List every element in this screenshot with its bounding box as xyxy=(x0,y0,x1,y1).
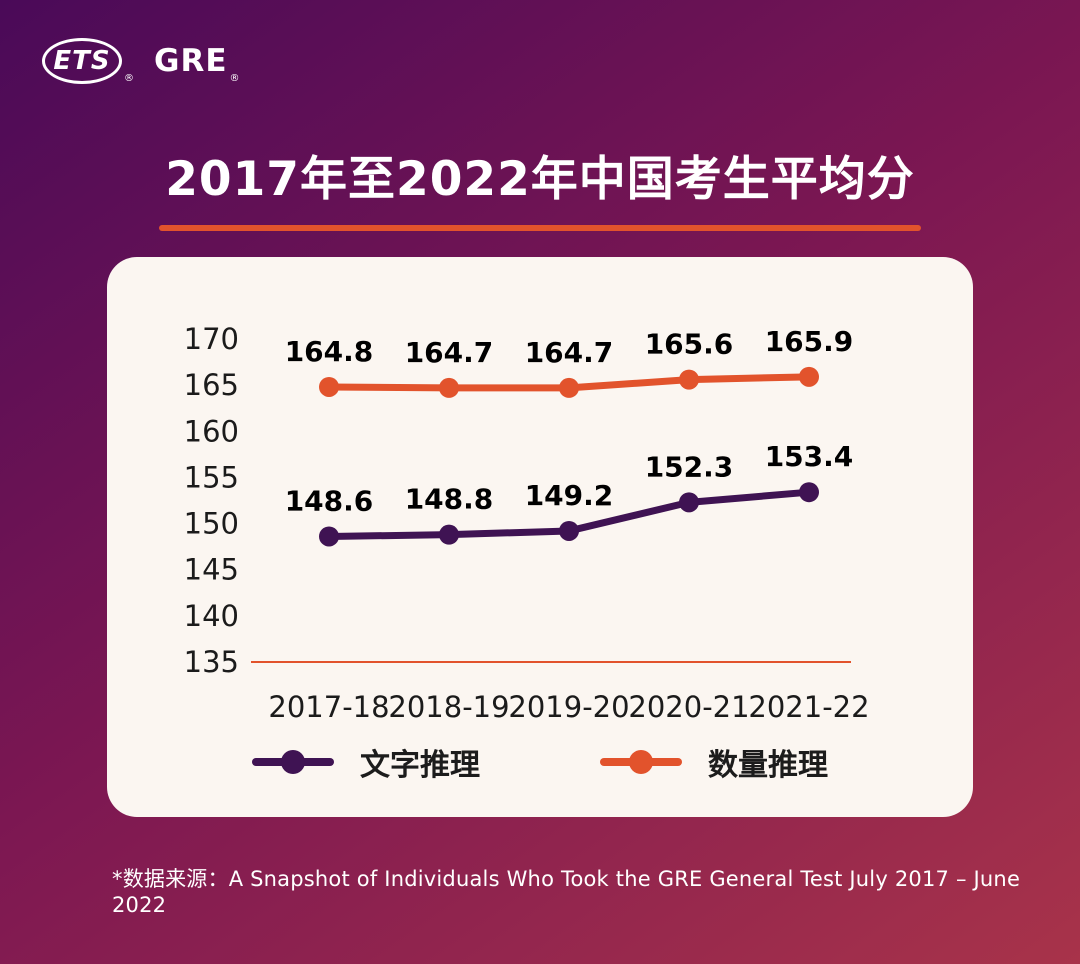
y-tick-label: 140 xyxy=(184,599,239,633)
data-point xyxy=(679,492,699,513)
data-label: 148.8 xyxy=(405,483,494,516)
quant-legend-swatch xyxy=(600,758,682,766)
data-point xyxy=(319,526,339,547)
verbal-legend-label: 文字推理 xyxy=(360,748,480,783)
data-source-footnote: *数据来源：A Snapshot of Individuals Who Took… xyxy=(112,867,1021,917)
data-point xyxy=(319,376,339,397)
data-label: 165.6 xyxy=(645,328,734,361)
data-point xyxy=(439,377,459,398)
data-label: 164.8 xyxy=(285,335,374,368)
data-label: 148.6 xyxy=(285,484,374,517)
data-point xyxy=(559,377,579,398)
data-label: 165.9 xyxy=(765,325,854,358)
data-point xyxy=(439,524,459,545)
page-title: 2017年至2022年中国考生平均分 xyxy=(165,152,915,207)
x-tick-label: 2020-21 xyxy=(628,690,749,724)
data-point xyxy=(559,520,579,541)
gre-logo-text: GRE xyxy=(154,43,228,79)
legend-item-verbal: 文字推理 xyxy=(252,740,480,784)
chart-card: 170 165 160 155 150 145 140 135 2017-18 2018-19 20… xyxy=(107,257,973,817)
verbal-legend-swatch xyxy=(252,758,334,766)
data-label: 149.2 xyxy=(525,479,614,512)
gre-registered-mark: ® xyxy=(229,73,240,84)
data-point xyxy=(799,482,819,503)
line-chart: 1701651601551501451401352017-182018-1920… xyxy=(184,322,870,724)
data-point xyxy=(679,369,699,390)
data-label: 164.7 xyxy=(525,336,614,369)
ets-logo-text: ETS xyxy=(53,46,111,76)
x-tick-label: 2018-19 xyxy=(388,690,509,724)
ets-logo: ETS xyxy=(42,38,122,84)
legend-item-quant: 数量推理 xyxy=(600,740,828,784)
y-tick-label: 170 xyxy=(184,322,239,356)
quant-legend-label: 数量推理 xyxy=(708,748,828,783)
y-tick-label: 160 xyxy=(184,414,239,448)
data-point xyxy=(799,366,819,387)
x-tick-label: 2017-18 xyxy=(268,690,389,724)
x-tick-label: 2021-22 xyxy=(748,690,869,724)
data-label: 152.3 xyxy=(645,450,734,483)
y-tick-label: 155 xyxy=(184,460,239,494)
y-tick-label: 135 xyxy=(184,645,239,679)
y-tick-label: 165 xyxy=(184,368,239,402)
title-underline-divider xyxy=(159,225,921,231)
y-tick-label: 150 xyxy=(184,507,239,541)
x-tick-label: 2019-20 xyxy=(508,690,629,724)
ets-registered-mark: ® xyxy=(124,73,134,84)
chart-legend: 文字推理 数量推理 xyxy=(129,741,951,783)
data-label: 153.4 xyxy=(765,440,854,473)
y-tick-label: 145 xyxy=(184,553,239,587)
ets-gre-logo: ETS ® GRE ® xyxy=(42,36,1038,86)
data-label: 164.7 xyxy=(405,336,494,369)
